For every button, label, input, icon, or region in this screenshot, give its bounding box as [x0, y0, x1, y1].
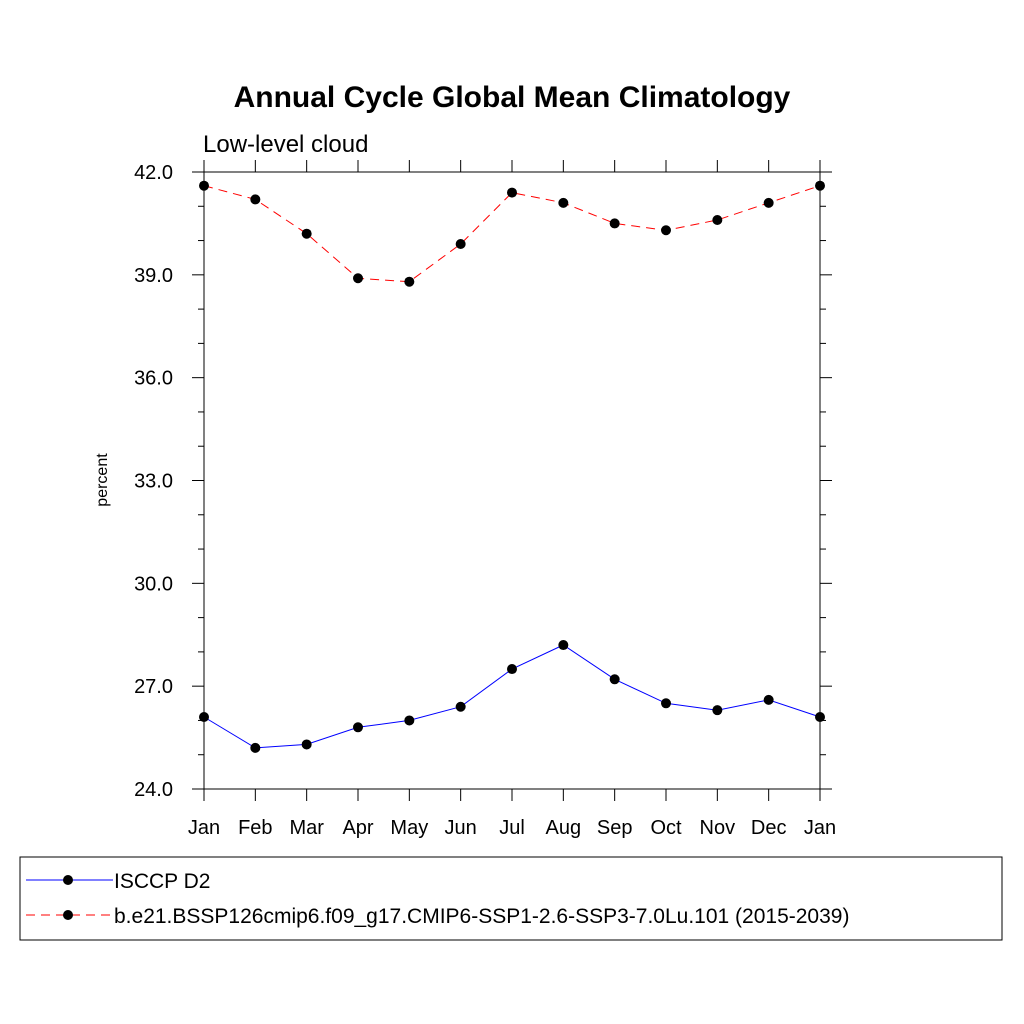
y-axis-label: percent [94, 453, 111, 507]
chart-title: Annual Cycle Global Mean Climatology [234, 81, 791, 114]
x-tick-label: Jun [445, 817, 477, 839]
legend-label-0: ISCCP D2 [114, 870, 210, 893]
legend-label-1: b.e21.BSSP126cmip6.f09_g17.CMIP6-SSP1-2.… [114, 905, 849, 928]
series-0-point [404, 715, 415, 726]
series-0-point [712, 705, 723, 716]
series-line-0 [203, 644, 821, 749]
series-1-point [301, 228, 312, 239]
series-1-point [507, 187, 517, 198]
series-1-point [558, 197, 569, 208]
x-tick-label: Apr [342, 817, 373, 839]
series-line-1 [203, 185, 821, 283]
series-1-point [199, 180, 209, 191]
y-tick-label: 33.0 [134, 471, 173, 493]
series-1-point [455, 238, 466, 249]
x-tick-label: Sep [597, 817, 633, 839]
series-0-point [507, 664, 517, 675]
y-tick-label: 24.0 [134, 779, 173, 801]
series-0-point [763, 694, 774, 705]
series-1-point [661, 225, 671, 236]
series-0-point [815, 712, 825, 723]
y-tick-label: 39.0 [134, 265, 173, 287]
series-0-point [455, 701, 466, 712]
y-tick-label: 30.0 [134, 573, 173, 595]
x-tick-label: Feb [238, 817, 272, 839]
plot-frame [203, 171, 821, 790]
x-tick-label: Nov [700, 817, 736, 839]
x-tick-label: Jan [804, 817, 836, 839]
series-0-point [661, 698, 671, 709]
series-1-point [609, 218, 620, 229]
series-1-point [815, 180, 825, 191]
series-1-point [763, 197, 774, 208]
series-1-point [353, 273, 363, 284]
series-0-point [558, 640, 569, 651]
x-tick-label: Mar [289, 817, 324, 839]
y-tick-label: 27.0 [134, 676, 173, 698]
axis-ticks: 24.0 27.0 30.0 33.0 36.0 39.0 42.0 Jan Feb Mar Apr… [134, 160, 836, 839]
legend-box [19, 856, 1003, 941]
series-layer [199, 180, 825, 753]
x-tick-label: Aug [546, 817, 582, 839]
series-0-point [609, 674, 620, 685]
x-tick-label: May [390, 817, 428, 839]
series-1-point [712, 214, 723, 225]
x-tick-label: Jul [499, 817, 525, 839]
legend: ISCCP D2 b.e21.BSSP126cmip6.f09_g17.CMIP6… [26, 870, 849, 928]
series-0-point [199, 712, 209, 723]
y-tick-label: 42.0 [134, 162, 173, 184]
legend-marker-0 [63, 875, 73, 885]
y-tick-label: 36.0 [134, 368, 173, 390]
chart-subtitle: Low-level cloud [203, 131, 368, 158]
series-1-point [250, 194, 261, 205]
series-0-point [353, 722, 363, 733]
legend-marker-1 [63, 910, 73, 920]
series-0-point [301, 739, 312, 750]
series-1-point [404, 276, 415, 287]
series-0-point [250, 742, 261, 753]
x-tick-label: Jan [188, 817, 220, 839]
x-tick-label: Oct [650, 817, 682, 839]
x-tick-label: Dec [751, 817, 787, 839]
